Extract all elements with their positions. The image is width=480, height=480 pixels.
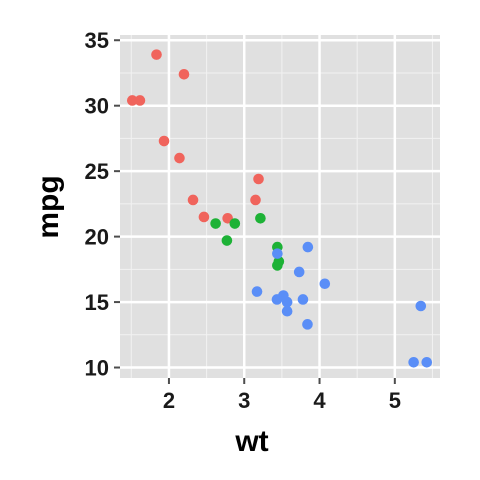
y-tick-label: 30 — [85, 94, 109, 119]
x-tick-label: 2 — [163, 388, 175, 413]
x-tick-label: 3 — [238, 388, 250, 413]
data-point — [302, 319, 313, 330]
data-point — [250, 194, 261, 206]
data-point — [271, 294, 283, 305]
y-axis-title: mpg — [32, 175, 65, 238]
data-point — [272, 260, 283, 271]
y-tick-label: 10 — [85, 356, 109, 381]
x-tick-label: 4 — [313, 388, 326, 413]
data-point — [158, 135, 170, 147]
data-point — [415, 300, 427, 312]
data-point — [221, 235, 233, 246]
data-point — [281, 305, 293, 317]
data-point — [151, 49, 162, 60]
data-point — [126, 95, 138, 106]
data-point — [281, 296, 293, 308]
axis-ticks — [114, 39, 396, 384]
data-point — [251, 286, 263, 297]
data-points — [126, 49, 433, 368]
y-tick-label: 15 — [85, 290, 109, 315]
y-tick-label: 20 — [85, 225, 109, 250]
data-point — [174, 152, 185, 164]
y-tick-label: 25 — [85, 159, 109, 184]
data-point — [255, 212, 266, 224]
x-axis-title: wt — [234, 425, 268, 458]
x-tick-label: 5 — [389, 388, 401, 413]
data-point — [302, 241, 314, 253]
data-point — [178, 68, 190, 80]
tick-labels: 2 3 4 5 10 15 20 25 30 35 — [85, 28, 401, 413]
plot-panel — [120, 35, 440, 378]
y-tick-label: 35 — [85, 28, 109, 53]
data-point — [253, 173, 264, 185]
data-point — [408, 356, 419, 368]
data-point — [229, 218, 241, 229]
data-point — [272, 248, 283, 259]
data-point — [210, 218, 221, 229]
data-point — [187, 194, 199, 206]
data-point — [293, 266, 305, 278]
data-point — [297, 294, 309, 305]
data-point — [134, 95, 146, 106]
data-point — [198, 211, 210, 223]
data-point — [421, 356, 433, 368]
data-point — [319, 278, 331, 290]
